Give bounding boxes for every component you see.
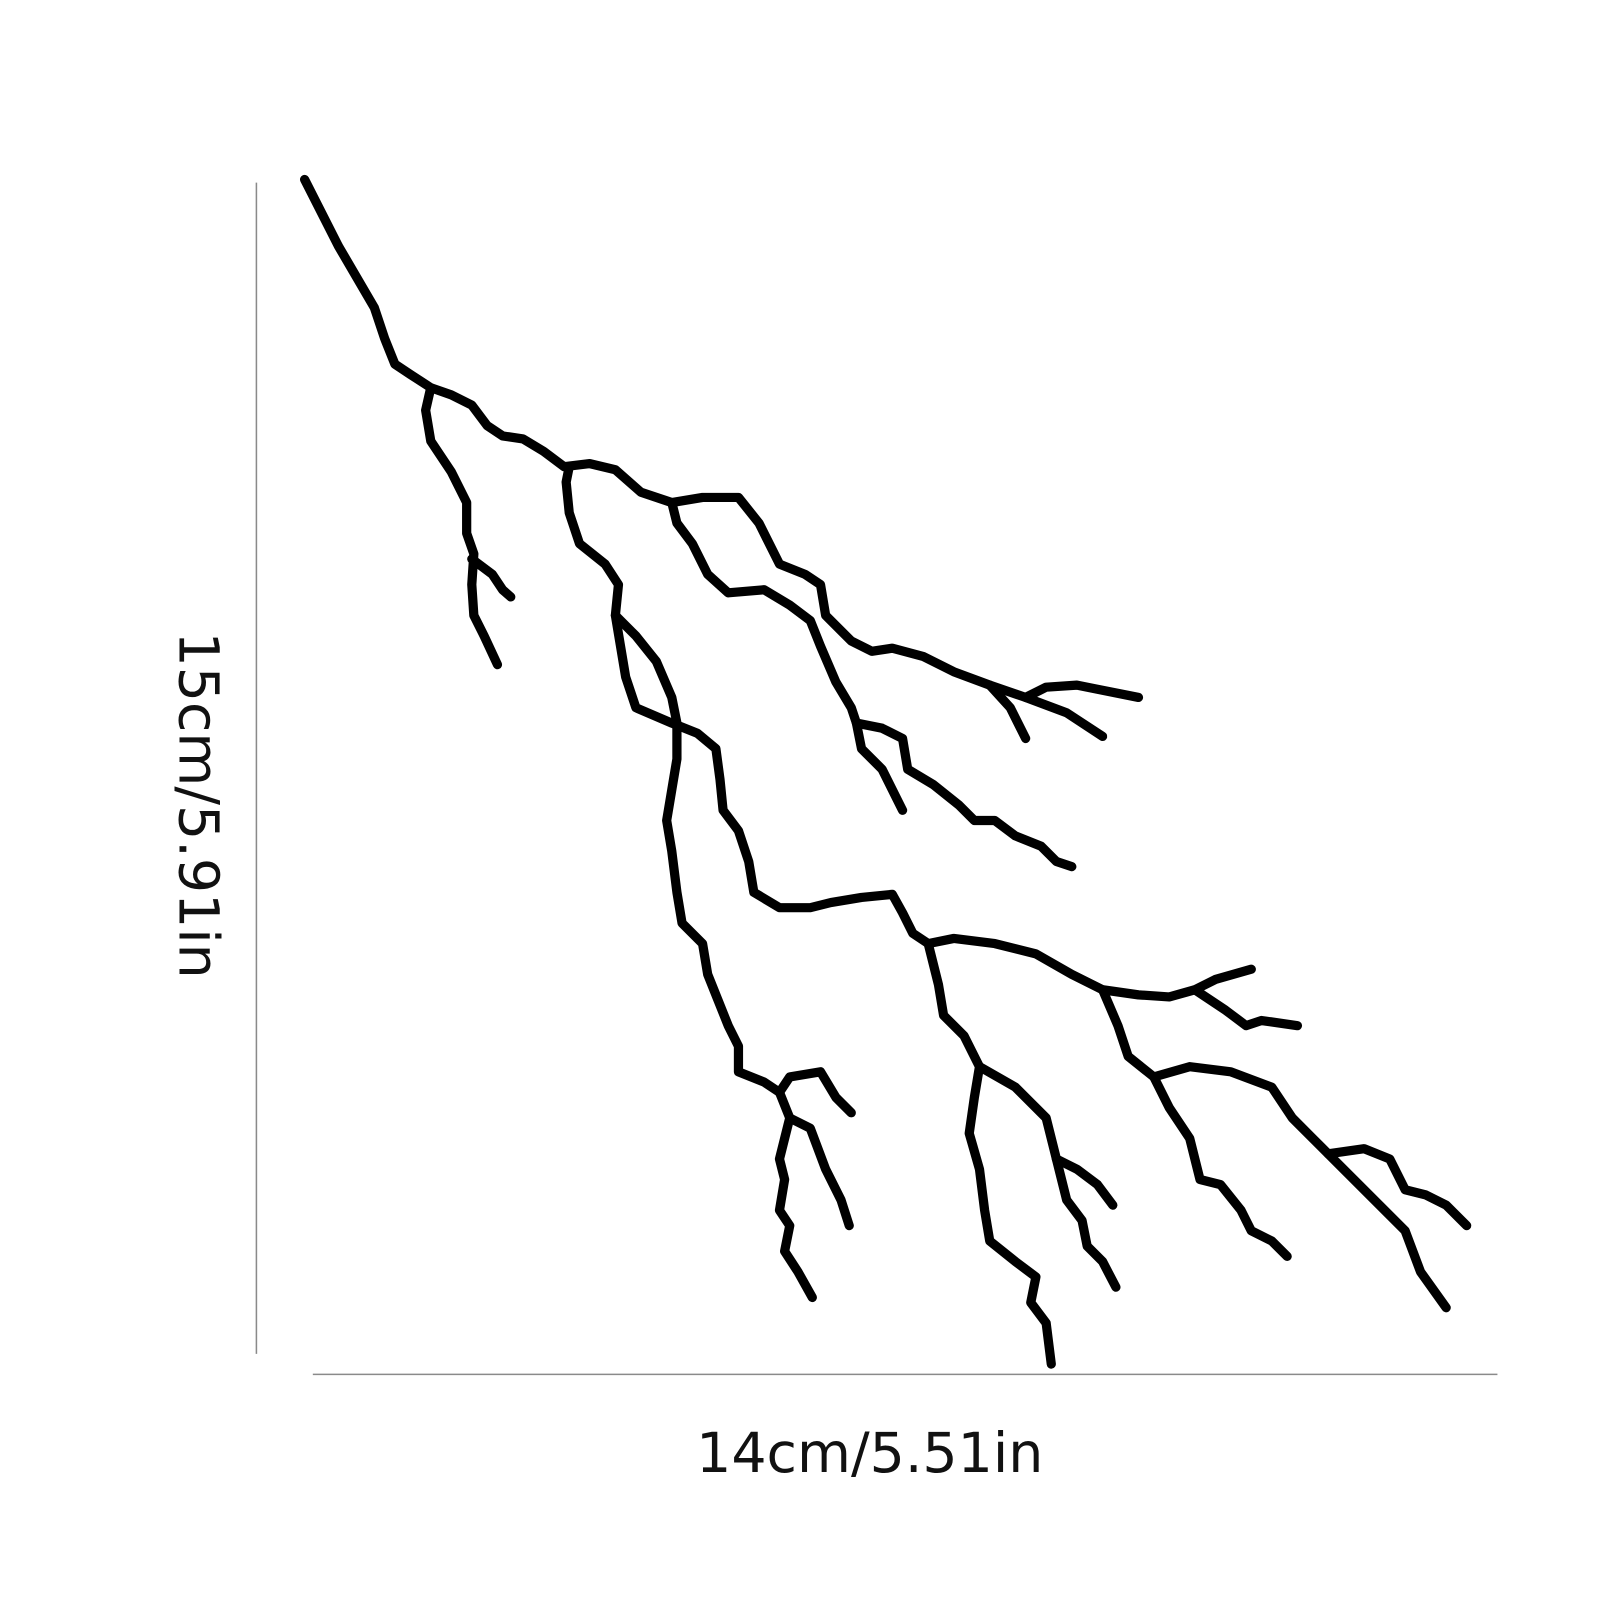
lightning-branch (974, 1062, 1118, 1210)
lightning-branch (1021, 692, 1108, 742)
lightning-decal (299, 174, 1472, 1369)
lightning-branch (1149, 1072, 1292, 1262)
lightning-branch (421, 383, 503, 670)
lightning-branch (1051, 1154, 1121, 1292)
lightning-branch (1190, 985, 1303, 1031)
lightning-branch (774, 1087, 817, 1303)
lightning-branch (467, 554, 516, 602)
lightning-branch (923, 938, 1056, 1369)
lightning-branch (561, 462, 1256, 1002)
lightning-branch (985, 680, 1031, 744)
lightning-branch (1323, 1149, 1451, 1313)
lightning-branch (667, 497, 908, 815)
lightning-branch (1097, 985, 1472, 1231)
height-label: 15cm/5.91in (165, 631, 229, 978)
width-label: 14cm/5.51in (696, 1422, 1043, 1486)
lightning-branch (851, 718, 1077, 872)
lightning-branch (785, 1113, 854, 1231)
lightning-branch (610, 610, 856, 1118)
